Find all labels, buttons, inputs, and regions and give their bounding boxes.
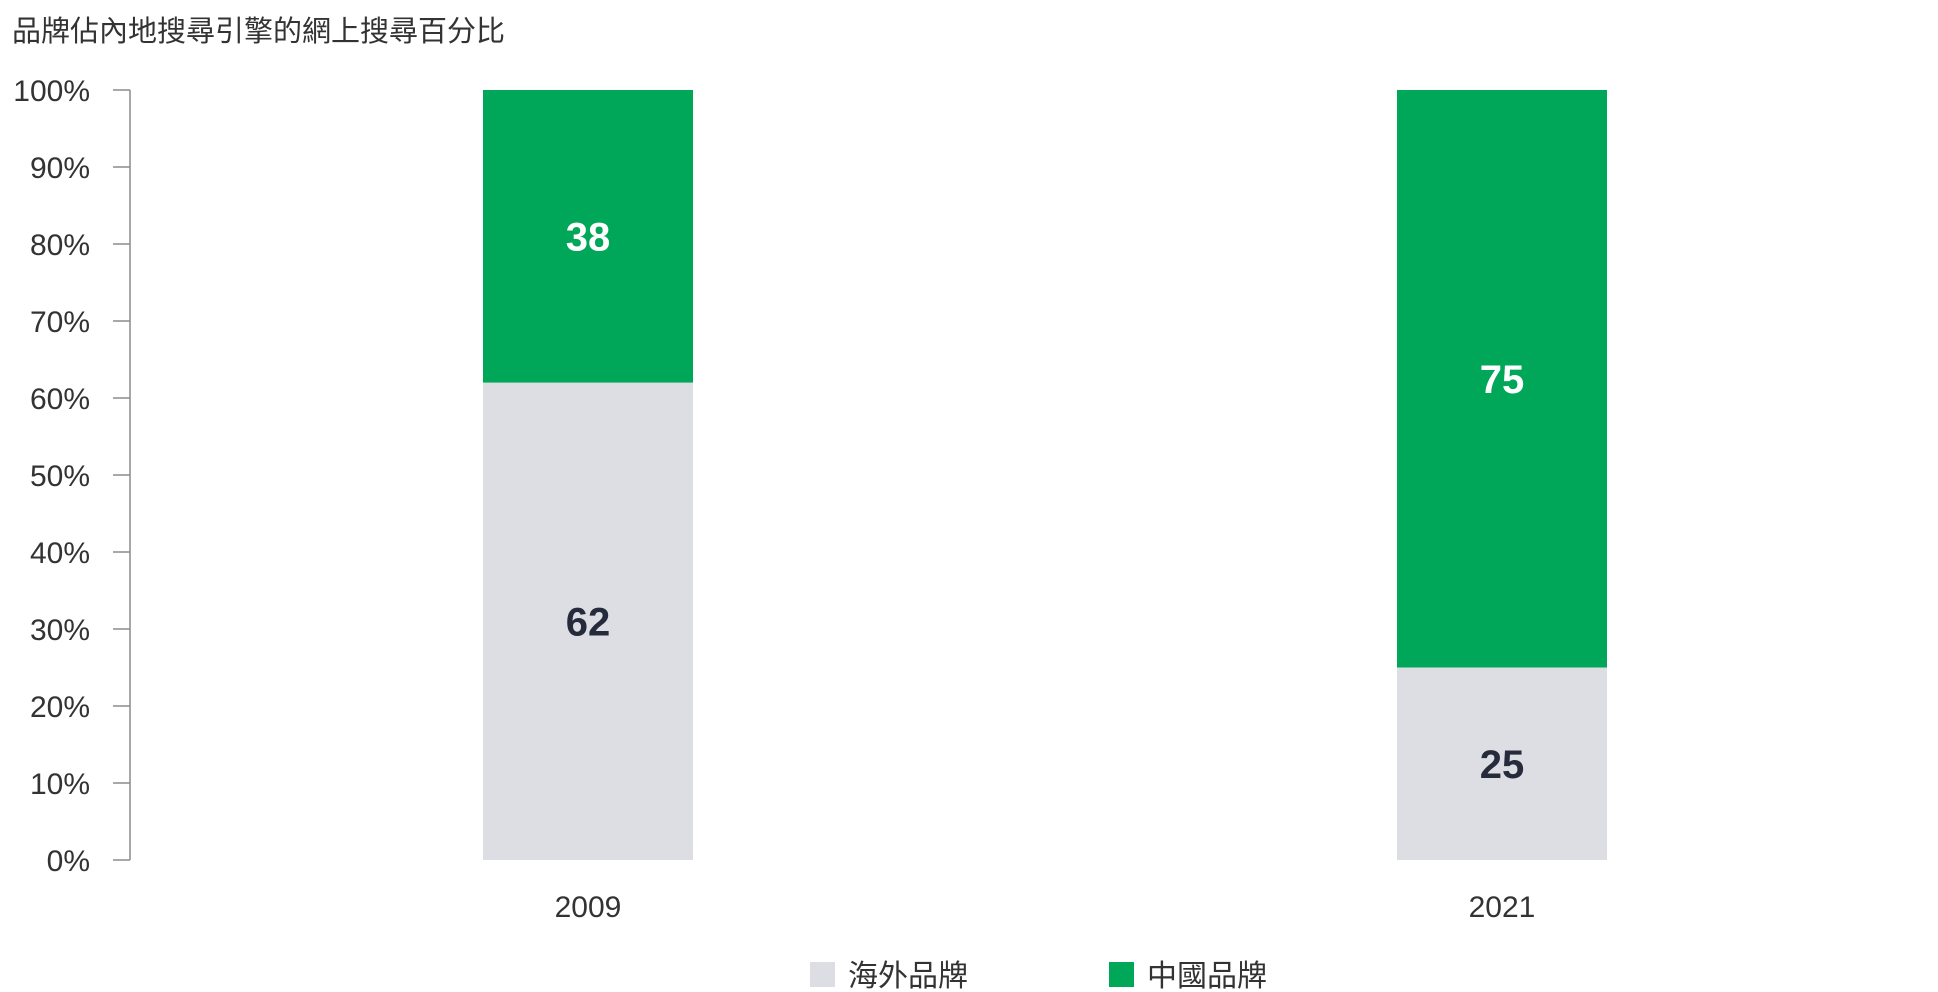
legend-swatch [1109, 962, 1134, 987]
y-tick-label: 0% [47, 845, 90, 878]
legend-label: 海外品牌 [848, 959, 968, 992]
y-tick-label: 10% [30, 768, 90, 801]
bar-segment [1397, 90, 1607, 668]
data-label: 38 [566, 215, 611, 259]
y-tick-label: 70% [30, 306, 90, 339]
x-tick-label: 2021 [1469, 891, 1536, 924]
bar-segment [483, 382, 693, 860]
bar-segment [1397, 667, 1607, 860]
y-tick-label: 20% [30, 691, 90, 724]
legend-label: 中國品牌 [1147, 959, 1267, 992]
legend-swatch [810, 962, 835, 987]
data-label: 75 [1480, 358, 1525, 402]
y-tick-label: 50% [30, 460, 90, 493]
data-label: 62 [566, 600, 611, 644]
bar-segment [483, 90, 693, 383]
y-tick-label: 90% [30, 152, 90, 185]
y-tick-label: 100% [13, 75, 90, 108]
y-tick-label: 80% [30, 229, 90, 262]
y-tick-label: 30% [30, 614, 90, 647]
y-tick-label: 60% [30, 383, 90, 416]
y-tick-label: 40% [30, 537, 90, 570]
x-tick-label: 2009 [555, 891, 622, 924]
data-label: 25 [1480, 743, 1525, 787]
chart-title: 品牌佔內地搜尋引擎的網上搜尋百分比 [12, 14, 506, 48]
